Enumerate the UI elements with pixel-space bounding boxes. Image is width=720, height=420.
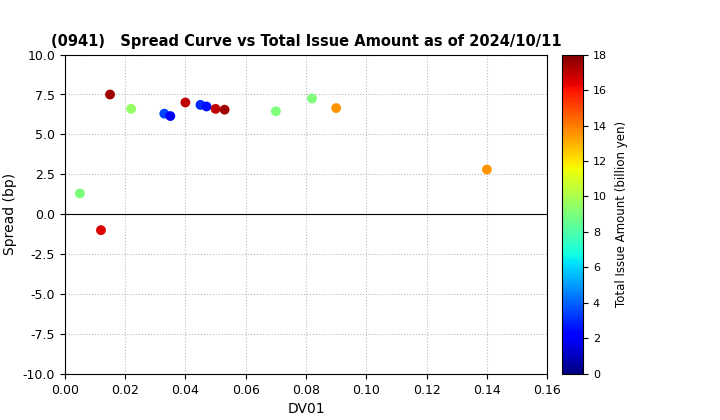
- Point: [201, 103, 212, 110]
- Point: [330, 105, 342, 111]
- X-axis label: DV01: DV01: [287, 402, 325, 416]
- Point: [210, 105, 221, 112]
- Y-axis label: Total Issue Amount (billion yen): Total Issue Amount (billion yen): [616, 121, 629, 307]
- Title: (0941)   Spread Curve vs Total Issue Amount as of 2024/10/11: (0941) Spread Curve vs Total Issue Amoun…: [50, 34, 562, 49]
- Point: [95, 227, 107, 234]
- Point: [219, 106, 230, 113]
- Point: [194, 102, 206, 108]
- Point: [74, 190, 86, 197]
- Point: [158, 110, 170, 117]
- Point: [481, 166, 492, 173]
- Point: [125, 105, 137, 112]
- Point: [306, 95, 318, 102]
- Point: [104, 91, 116, 98]
- Point: [180, 99, 192, 106]
- Point: [270, 108, 282, 115]
- Point: [165, 113, 176, 119]
- Y-axis label: Spread (bp): Spread (bp): [3, 173, 17, 255]
